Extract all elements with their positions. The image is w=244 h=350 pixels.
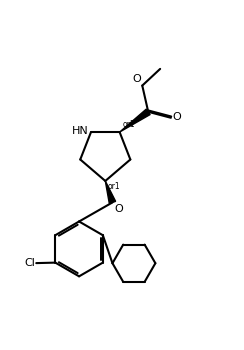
Polygon shape — [120, 109, 150, 132]
Polygon shape — [105, 181, 116, 203]
Text: O: O — [132, 75, 141, 84]
Text: Cl: Cl — [24, 258, 35, 268]
Text: HN: HN — [72, 126, 89, 136]
Text: O: O — [173, 112, 181, 122]
Text: or1: or1 — [108, 182, 120, 191]
Text: or1: or1 — [122, 120, 135, 129]
Text: O: O — [114, 204, 123, 214]
